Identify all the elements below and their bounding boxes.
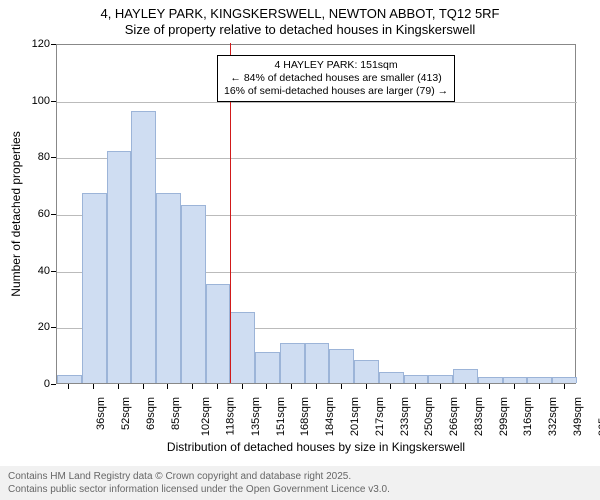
x-tick-label: 316sqm [522, 397, 534, 436]
histogram-bar [206, 284, 231, 383]
annotation-line2: ← 84% of detached houses are smaller (41… [224, 72, 448, 85]
y-tick-mark [51, 327, 56, 328]
histogram-bar [156, 193, 181, 383]
x-tick-label: 36sqm [95, 397, 107, 430]
histogram-bar [280, 343, 305, 383]
x-tick-mark [167, 384, 168, 389]
x-tick-label: 135sqm [250, 397, 262, 436]
histogram-bar [181, 205, 206, 384]
histogram-bar [255, 352, 280, 383]
y-tick-label: 0 [26, 378, 50, 390]
x-tick-label: 349sqm [572, 397, 584, 436]
histogram-bar [82, 193, 107, 383]
y-tick-mark [51, 101, 56, 102]
x-tick-label: 102sqm [201, 397, 213, 436]
x-tick-mark [192, 384, 193, 389]
x-tick-label: 118sqm [225, 397, 237, 435]
plot-area: 4 HAYLEY PARK: 151sqm ← 84% of detached … [56, 44, 576, 384]
x-tick-mark [266, 384, 267, 389]
x-tick-mark [316, 384, 317, 389]
y-tick-mark [51, 271, 56, 272]
x-tick-label: 266sqm [448, 397, 460, 436]
x-tick-mark [366, 384, 367, 389]
x-tick-label: 69sqm [145, 397, 157, 430]
x-tick-label: 283sqm [473, 397, 485, 436]
histogram-bar [503, 377, 528, 383]
histogram-bar [131, 111, 156, 383]
x-tick-mark [415, 384, 416, 389]
histogram-bar [354, 360, 379, 383]
histogram-bar [552, 377, 577, 383]
footer-line1: Contains HM Land Registry data © Crown c… [8, 470, 592, 483]
histogram-bar [453, 369, 478, 383]
x-tick-mark [341, 384, 342, 389]
x-tick-label: 250sqm [423, 397, 435, 436]
y-tick-label: 100 [26, 95, 50, 107]
annotation-line3: 16% of semi-detached houses are larger (… [224, 85, 448, 98]
x-tick-mark [93, 384, 94, 389]
x-tick-mark [291, 384, 292, 389]
histogram-bar [329, 349, 354, 383]
x-tick-mark [242, 384, 243, 389]
x-axis-label: Distribution of detached houses by size … [167, 440, 465, 454]
chart-container: 4, HAYLEY PARK, KINGSKERSWELL, NEWTON AB… [0, 0, 600, 500]
y-tick-label: 40 [26, 265, 50, 277]
y-axis-label: Number of detached properties [9, 131, 23, 296]
x-tick-label: 332sqm [547, 397, 559, 436]
y-tick-label: 80 [26, 151, 50, 163]
annotation-box: 4 HAYLEY PARK: 151sqm ← 84% of detached … [217, 55, 455, 102]
x-tick-mark [68, 384, 69, 389]
histogram-bar [404, 375, 429, 384]
title-line1: 4, HAYLEY PARK, KINGSKERSWELL, NEWTON AB… [0, 6, 600, 22]
y-tick-label: 120 [26, 38, 50, 50]
x-tick-label: 85sqm [170, 397, 182, 430]
x-tick-label: 233sqm [399, 397, 411, 436]
y-tick-mark [51, 157, 56, 158]
x-tick-mark [564, 384, 565, 389]
footer-line2: Contains public sector information licen… [8, 483, 592, 496]
x-tick-label: 217sqm [374, 397, 386, 436]
footer: Contains HM Land Registry data © Crown c… [0, 466, 600, 500]
x-tick-mark [390, 384, 391, 389]
x-tick-mark [465, 384, 466, 389]
x-tick-label: 151sqm [275, 397, 287, 436]
histogram-bar [478, 377, 503, 383]
x-tick-mark [440, 384, 441, 389]
x-tick-label: 52sqm [120, 397, 132, 430]
x-tick-label: 201sqm [349, 397, 361, 436]
x-tick-mark [143, 384, 144, 389]
histogram-bar [57, 375, 82, 384]
histogram-bar [527, 377, 552, 383]
histogram-bar [428, 375, 453, 384]
x-tick-mark [118, 384, 119, 389]
histogram-bar [107, 151, 132, 383]
annotation-line1: 4 HAYLEY PARK: 151sqm [224, 59, 448, 72]
x-tick-mark [514, 384, 515, 389]
x-tick-label: 184sqm [324, 397, 336, 436]
x-tick-mark [489, 384, 490, 389]
x-tick-mark [539, 384, 540, 389]
y-tick-mark [51, 214, 56, 215]
y-tick-label: 60 [26, 208, 50, 220]
y-tick-label: 20 [26, 321, 50, 333]
histogram-bar [305, 343, 330, 383]
y-tick-mark [51, 384, 56, 385]
title-line2: Size of property relative to detached ho… [0, 22, 600, 38]
y-tick-mark [51, 44, 56, 45]
x-tick-label: 299sqm [498, 397, 510, 436]
x-tick-label: 168sqm [300, 397, 312, 436]
x-tick-mark [217, 384, 218, 389]
title-block: 4, HAYLEY PARK, KINGSKERSWELL, NEWTON AB… [0, 0, 600, 39]
histogram-bar [379, 372, 404, 383]
histogram-bar [230, 312, 255, 383]
